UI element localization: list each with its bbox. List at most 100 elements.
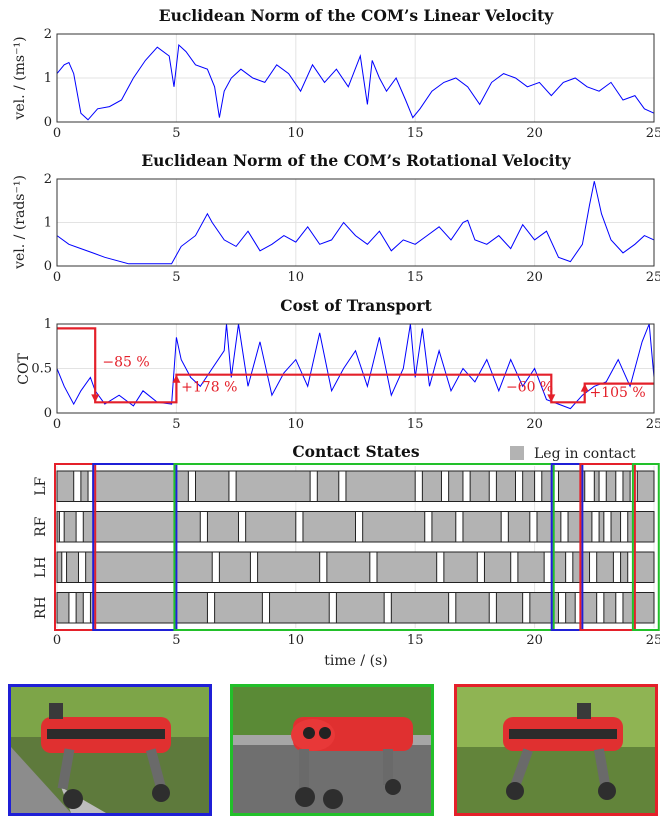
y-tick-label: 0 <box>44 406 52 421</box>
x-tick-label: 0 <box>53 270 61 285</box>
x-tick-label: 25 <box>646 270 660 285</box>
x-tick-label: 20 <box>526 633 543 648</box>
rotational-velocity-title: Euclidean Norm of the COM’s Rotational V… <box>141 151 571 170</box>
y-tick-label: 2 <box>44 27 52 42</box>
swing-gap <box>488 592 497 624</box>
swing-gap <box>249 551 259 583</box>
rotational-velocity-ylabel: vel. / (rads⁻¹) <box>12 175 28 270</box>
contact-legend-label: Leg in contact <box>534 446 636 462</box>
swing-gap <box>424 511 433 543</box>
x-tick-label: 20 <box>526 270 543 285</box>
y-tick-label: 2 <box>44 172 52 187</box>
x-tick-label: 20 <box>526 417 543 432</box>
y-tick-label: 0 <box>44 259 52 274</box>
swing-gap <box>557 592 567 624</box>
swing-gap <box>68 592 77 624</box>
swing-gap <box>620 511 629 543</box>
rotational-velocity-plot: 0 5 10 15 20 25 0 1 2 <box>44 172 660 285</box>
swing-gap <box>75 511 84 543</box>
cot-annotation: −60 % <box>506 380 553 396</box>
cot-ylabel: COT <box>16 353 32 385</box>
series-line-mean <box>57 327 654 404</box>
swing-gap <box>510 551 519 583</box>
x-tick-label: 5 <box>172 126 180 141</box>
swing-gap <box>476 551 485 583</box>
linear-velocity-title: Euclidean Norm of the COM’s Linear Veloc… <box>159 6 554 25</box>
swing-gap <box>615 470 624 502</box>
x-tick-label: 10 <box>288 126 305 141</box>
x-tick-label: 15 <box>407 633 424 648</box>
swing-gap <box>355 511 364 543</box>
phase-box <box>550 463 584 631</box>
swing-gap <box>514 470 524 502</box>
y-tick-label: 0 <box>44 115 52 130</box>
swing-gap <box>309 470 318 502</box>
swing-gap <box>338 470 347 502</box>
swing-gap <box>237 511 247 543</box>
swing-gap <box>261 592 271 624</box>
x-tick-label: 15 <box>407 270 424 285</box>
cot-annotation: +178 % <box>181 380 237 396</box>
phase-arrow <box>547 394 556 403</box>
swing-gap <box>455 511 464 543</box>
contact-legend-swatch <box>510 446 524 460</box>
leg-label-LF: LF <box>33 476 49 495</box>
swing-gap <box>383 592 392 624</box>
swing-gap <box>598 470 607 502</box>
contact-bar-LF <box>56 470 655 502</box>
x-tick-label: 10 <box>288 270 305 285</box>
robot-photo-blue <box>8 684 212 816</box>
series-line-series0 <box>56 181 655 265</box>
swing-gap <box>543 551 552 583</box>
swing-gap <box>448 592 457 624</box>
x-tick-label: 10 <box>288 633 305 648</box>
leg-label-RH: RH <box>33 596 49 619</box>
y-tick-label: 0.5 <box>31 362 52 377</box>
x-tick-label: 0 <box>53 417 61 432</box>
phase-arrow <box>580 383 589 392</box>
x-tick-label: 25 <box>646 126 660 141</box>
swing-gap <box>206 592 216 624</box>
swing-gap <box>591 511 600 543</box>
x-tick-label: 5 <box>172 633 180 648</box>
x-tick-label: 15 <box>407 417 424 432</box>
swing-gap <box>414 470 423 502</box>
swing-gap <box>500 511 509 543</box>
swing-gap <box>211 551 220 583</box>
swing-gap <box>369 551 378 583</box>
swing-gap <box>603 511 612 543</box>
swing-gap <box>87 470 94 502</box>
swing-gap <box>612 551 622 583</box>
swing-gap <box>440 470 450 502</box>
swing-gap <box>529 511 538 543</box>
phase-box <box>631 463 660 631</box>
linear-velocity-ylabel: vel. / (ms⁻¹) <box>12 36 28 120</box>
robot-photo-green <box>230 684 434 816</box>
swing-gap <box>462 470 471 502</box>
axes-frame <box>56 33 655 123</box>
swing-gap <box>82 592 91 624</box>
cot-annotation: +105 % <box>590 385 646 401</box>
swing-gap <box>319 551 328 583</box>
contact-xlabel: time / (s) <box>324 653 387 669</box>
series-line-series0 <box>56 43 655 121</box>
contact-bar-LH <box>56 551 655 583</box>
swing-gap <box>77 551 87 583</box>
x-tick-label: 0 <box>53 633 61 648</box>
phase-arrow <box>172 374 181 383</box>
swing-gap <box>328 592 337 624</box>
y-tick-label: 1 <box>44 317 52 332</box>
axes-frame <box>56 323 655 414</box>
swing-gap <box>199 511 208 543</box>
swing-gap <box>187 470 197 502</box>
phase-arrow <box>91 394 100 403</box>
swing-gap <box>596 592 605 624</box>
robot-photo-red <box>454 684 658 816</box>
phase-box <box>579 463 636 631</box>
phase-box <box>54 463 97 631</box>
leg-label-LH: LH <box>33 556 49 578</box>
swing-gap <box>534 470 543 502</box>
cot-plot: 0 5 10 15 20 25 0 0.5 1 −85 % +178 % −60 % +105 % <box>31 317 660 432</box>
swing-gap <box>61 551 68 583</box>
swing-gap <box>295 511 304 543</box>
